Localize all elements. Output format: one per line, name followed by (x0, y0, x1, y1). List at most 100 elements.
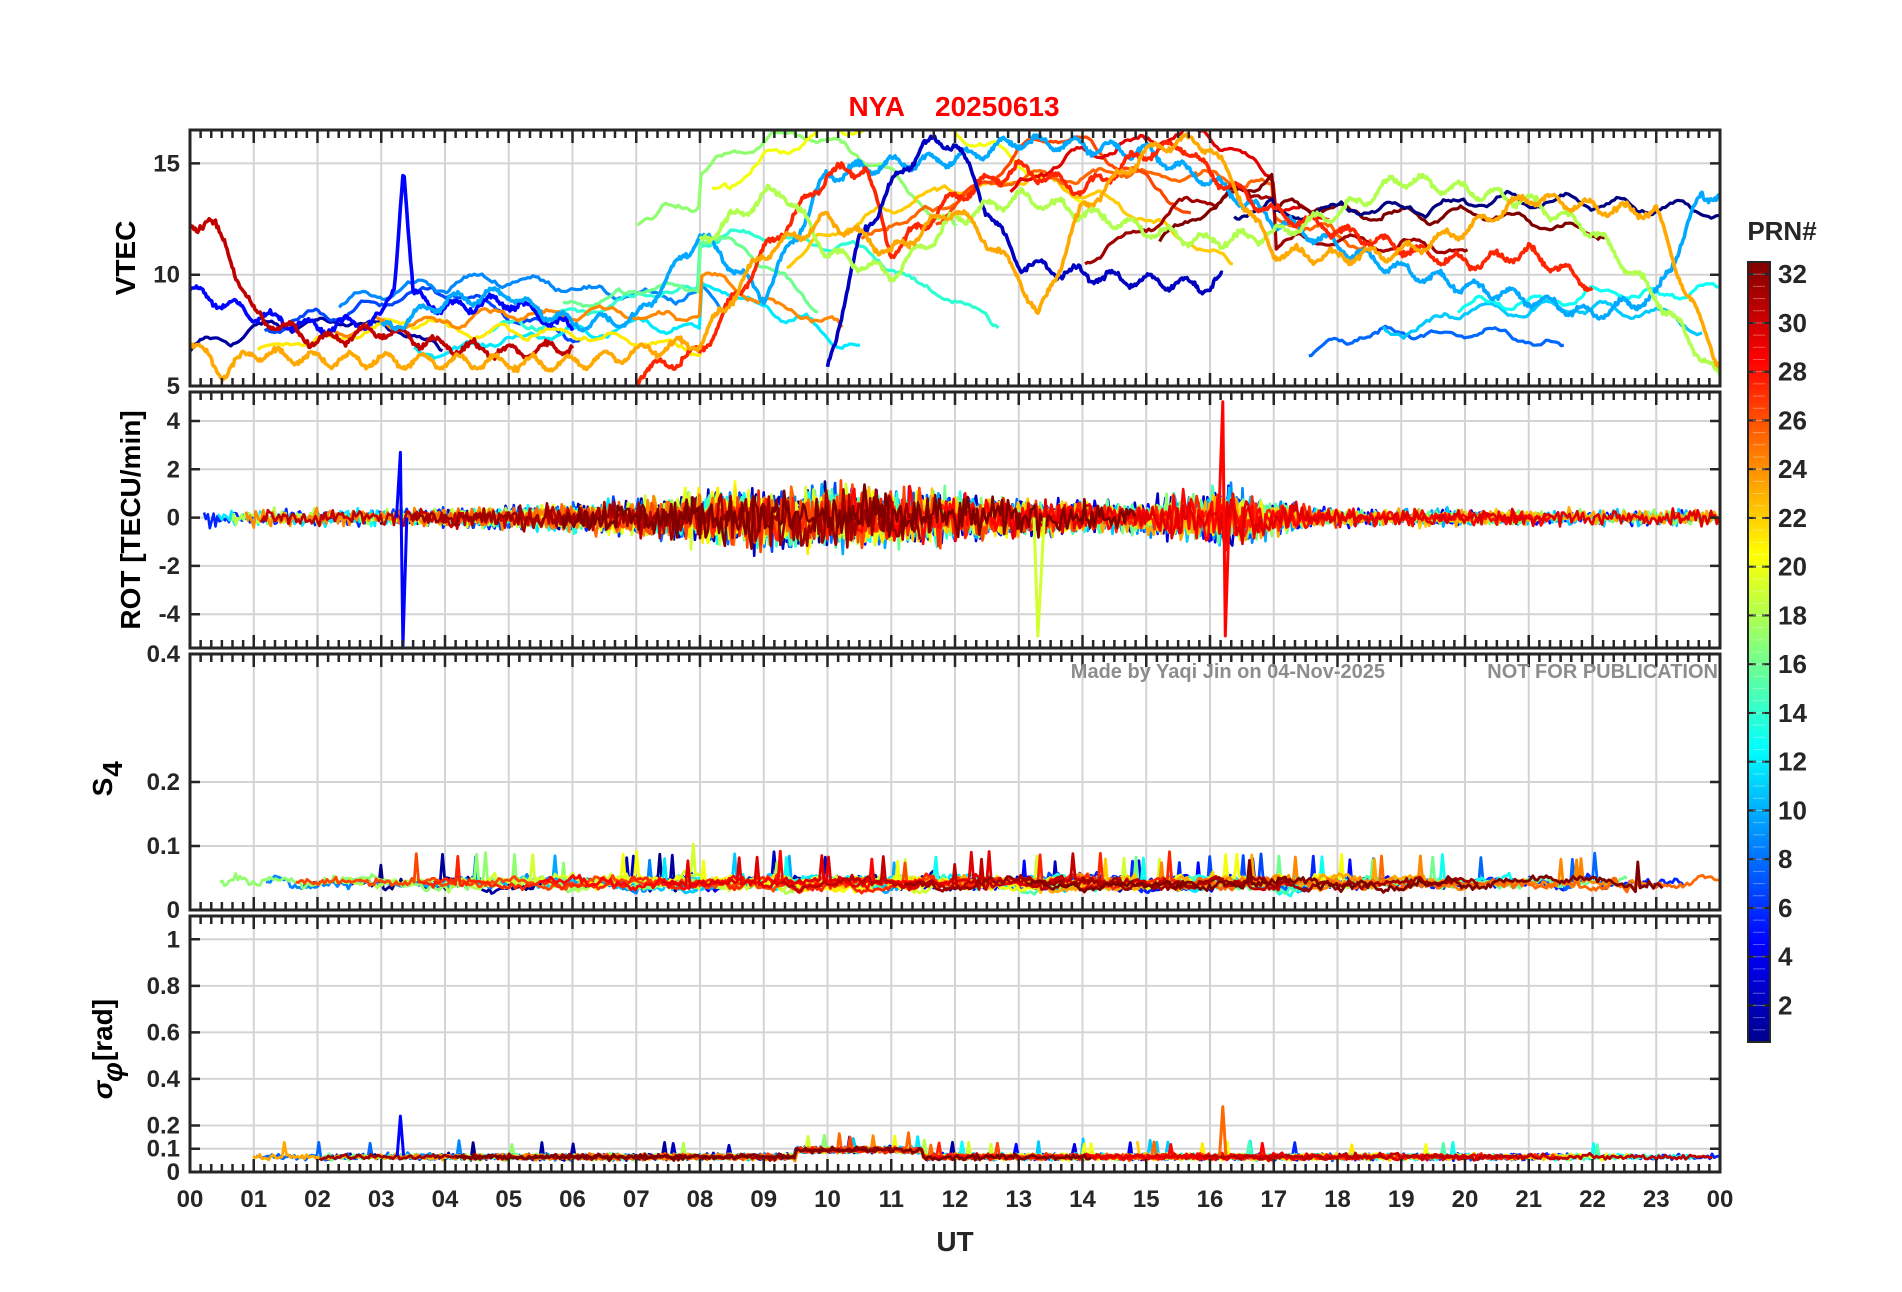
vtec-line (636, 130, 958, 228)
sigma-phi-line (1202, 1151, 1713, 1162)
colorbar-tick-label: 22 (1778, 503, 1807, 533)
y-tick-label: -2 (159, 553, 180, 580)
vtec-line (190, 316, 444, 353)
axis-ticks (188, 392, 1722, 648)
colorbar-tick-label: 2 (1778, 990, 1792, 1020)
s4-ylabel-sub: 4 (97, 761, 128, 777)
x-tick-label: 21 (1515, 1186, 1542, 1213)
rot-ytick-labels: -4 -2 0 2 4 (159, 408, 181, 628)
vtec-series (190, 130, 1720, 385)
x-tick-label: 06 (559, 1186, 586, 1213)
x-tick-label: 02 (304, 1186, 331, 1213)
x-axis-label: UT (936, 1226, 973, 1257)
x-tick-label: 00 (1707, 1186, 1734, 1213)
sigma-phi-ylabel-sub: φ (97, 1062, 128, 1082)
x-tick-label: 10 (814, 1186, 841, 1213)
colorbar-gradient (1747, 261, 1771, 1043)
colorbar-tick-label: 30 (1778, 308, 1807, 338)
x-tick-label: 14 (1069, 1186, 1096, 1213)
y-tick-label: 0 (167, 505, 180, 532)
rot-axes-frame (188, 390, 1722, 650)
y-tick-label: 0.2 (147, 1112, 180, 1139)
vtec-line (263, 285, 582, 344)
y-tick-label: 0.2 (147, 769, 180, 796)
panel-s4: 0 0.1 0.2 0.4 S 4 Made by Yaqi Jin on 04-No… (87, 641, 1722, 924)
vtec-line (379, 133, 1720, 333)
x-tick-label: 15 (1133, 1186, 1160, 1213)
x-tick-label: 12 (942, 1186, 969, 1213)
sigma-phi-ylabel: σ φ [rad] (87, 999, 128, 1099)
vtec-ylabel: VTEC (110, 221, 141, 296)
s4-series (219, 842, 1719, 898)
rot-line (409, 488, 922, 549)
s4-line (903, 873, 1479, 893)
colorbar-tick-label: 20 (1778, 552, 1807, 582)
s4-line (782, 852, 1293, 894)
x-tick-label: 00 (177, 1186, 204, 1213)
vtec-line (698, 172, 1720, 377)
y-tick-label: -4 (159, 601, 181, 628)
vtec-axes-frame (188, 128, 1722, 388)
colorbar-tick-label: 24 (1778, 454, 1807, 484)
vtec-line (825, 134, 1224, 368)
chart-title: NYA 20250613 (848, 91, 1059, 122)
y-tick-label: 5 (167, 373, 180, 400)
axis-ticks (188, 916, 1722, 1174)
x-tick-label: 20 (1452, 1186, 1479, 1213)
title-station: NYA (848, 91, 905, 122)
colorbar-tick-label: 32 (1778, 259, 1807, 289)
sigma-phi-grid (189, 916, 1721, 1173)
panel-sigma-phi: 00.10.2 0.4 0.6 0.8 1 σ φ [rad] (87, 914, 1722, 1186)
sigma-phi-spike (395, 1114, 406, 1156)
x-tick-label: 08 (687, 1186, 714, 1213)
vtec-line (487, 228, 1000, 335)
x-tick-label: 07 (623, 1186, 650, 1213)
s4-ylabel-main: S (87, 778, 118, 797)
colorbar-tick-label: 28 (1778, 357, 1807, 387)
colorbar-tick-label: 10 (1778, 795, 1807, 825)
s4-ytick-labels: 0 0.1 0.2 0.4 (147, 641, 181, 924)
rot-ylabel: ROT [TECU/min] (115, 410, 146, 629)
sigma-phi-line (454, 1145, 1092, 1163)
vtec-line (190, 217, 575, 361)
panel-rot: -4 -2 0 2 4 ROT [TECU/min] (115, 390, 1722, 650)
vtec-line (331, 271, 844, 339)
publication-notice: NOT FOR PUBLICATION (1487, 661, 1718, 683)
credit-note: Made by Yaqi Jin on 04-Nov-2025 (1071, 661, 1385, 683)
s4-ylabel: S 4 (87, 761, 128, 797)
x-tick-label: 23 (1643, 1186, 1670, 1213)
sigma-phi-ytick-labels: 00.10.2 0.4 0.6 0.8 1 (147, 926, 181, 1186)
y-tick-label: 0.1 (147, 1136, 180, 1163)
rot-spike (395, 450, 409, 648)
y-tick-label: 10 (153, 262, 180, 289)
colorbar-tick-label: 16 (1778, 649, 1807, 679)
sigma-phi-axes-frame (188, 914, 1722, 1174)
y-tick-label: 0.4 (147, 1066, 181, 1093)
y-tick-label: 1 (167, 926, 180, 953)
x-tick-label: 17 (1260, 1186, 1287, 1213)
vtec-line (1382, 299, 1703, 340)
x-tick-label: 11 (879, 1186, 904, 1213)
vtec-line (1084, 187, 1469, 266)
vtec-ytick-labels: 5 10 15 (153, 150, 180, 400)
s4-line (539, 849, 922, 892)
y-tick-label: 0 (167, 897, 180, 924)
y-tick-label: 0.8 (147, 973, 180, 1000)
x-tick-label: 04 (432, 1186, 459, 1213)
colorbar-tick-label: 12 (1778, 747, 1807, 777)
vtec-line (190, 132, 1720, 382)
s4-line (1026, 858, 1664, 894)
x-tick-label: 16 (1197, 1186, 1224, 1213)
sigma-phi-ylabel-unit: [rad] (87, 999, 118, 1061)
x-tick-label: 09 (750, 1186, 777, 1213)
axis-ticks (188, 652, 1722, 912)
axis-ticks (188, 130, 1722, 388)
x-tick-label: 22 (1579, 1186, 1606, 1213)
y-tick-label: 0.6 (147, 1019, 180, 1046)
y-tick-label: 0.4 (147, 641, 181, 668)
colorbar-tick-label: 26 (1778, 405, 1807, 435)
vtec-line (635, 139, 1594, 385)
